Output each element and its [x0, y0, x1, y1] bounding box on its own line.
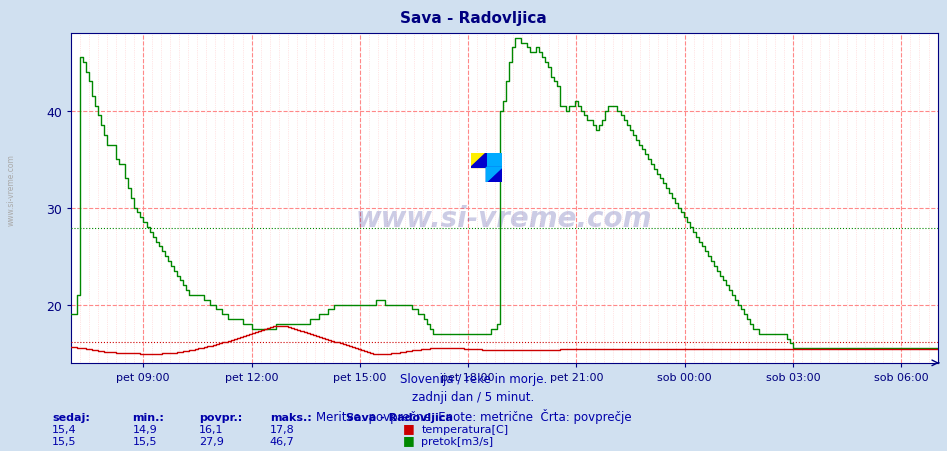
Text: 15,5: 15,5	[52, 436, 77, 446]
Text: zadnji dan / 5 minut.: zadnji dan / 5 minut.	[412, 390, 535, 403]
Text: 14,9: 14,9	[133, 424, 157, 434]
Text: ■: ■	[402, 421, 414, 434]
Text: ■: ■	[402, 433, 414, 446]
Text: Sava - Radovljica: Sava - Radovljica	[401, 11, 546, 26]
Text: www.si-vreme.com: www.si-vreme.com	[356, 204, 652, 232]
Text: povpr.:: povpr.:	[199, 412, 242, 422]
Text: Sava - Radovljica: Sava - Radovljica	[346, 412, 453, 422]
Text: 27,9: 27,9	[199, 436, 223, 446]
Bar	[487, 153, 502, 168]
Text: 16,1: 16,1	[199, 424, 223, 434]
Text: 17,8: 17,8	[270, 424, 295, 434]
Text: 46,7: 46,7	[270, 436, 295, 446]
Text: temperatura[C]: temperatura[C]	[421, 424, 509, 434]
Text: pretok[m3/s]: pretok[m3/s]	[421, 436, 493, 446]
Text: 15,5: 15,5	[133, 436, 157, 446]
Bar	[471, 153, 487, 168]
Text: Meritve: povprečne  Enote: metrične  Črta: povprečje: Meritve: povprečne Enote: metrične Črta:…	[315, 408, 632, 423]
Text: www.si-vreme.com: www.si-vreme.com	[7, 153, 16, 226]
Text: sedaj:: sedaj:	[52, 412, 90, 422]
Polygon shape	[487, 168, 502, 183]
Text: 15,4: 15,4	[52, 424, 77, 434]
Text: maks.:: maks.:	[270, 412, 312, 422]
Text: Slovenija / reke in morje.: Slovenija / reke in morje.	[400, 372, 547, 385]
Text: min.:: min.:	[133, 412, 165, 422]
Bar	[487, 168, 502, 183]
Polygon shape	[471, 153, 487, 168]
